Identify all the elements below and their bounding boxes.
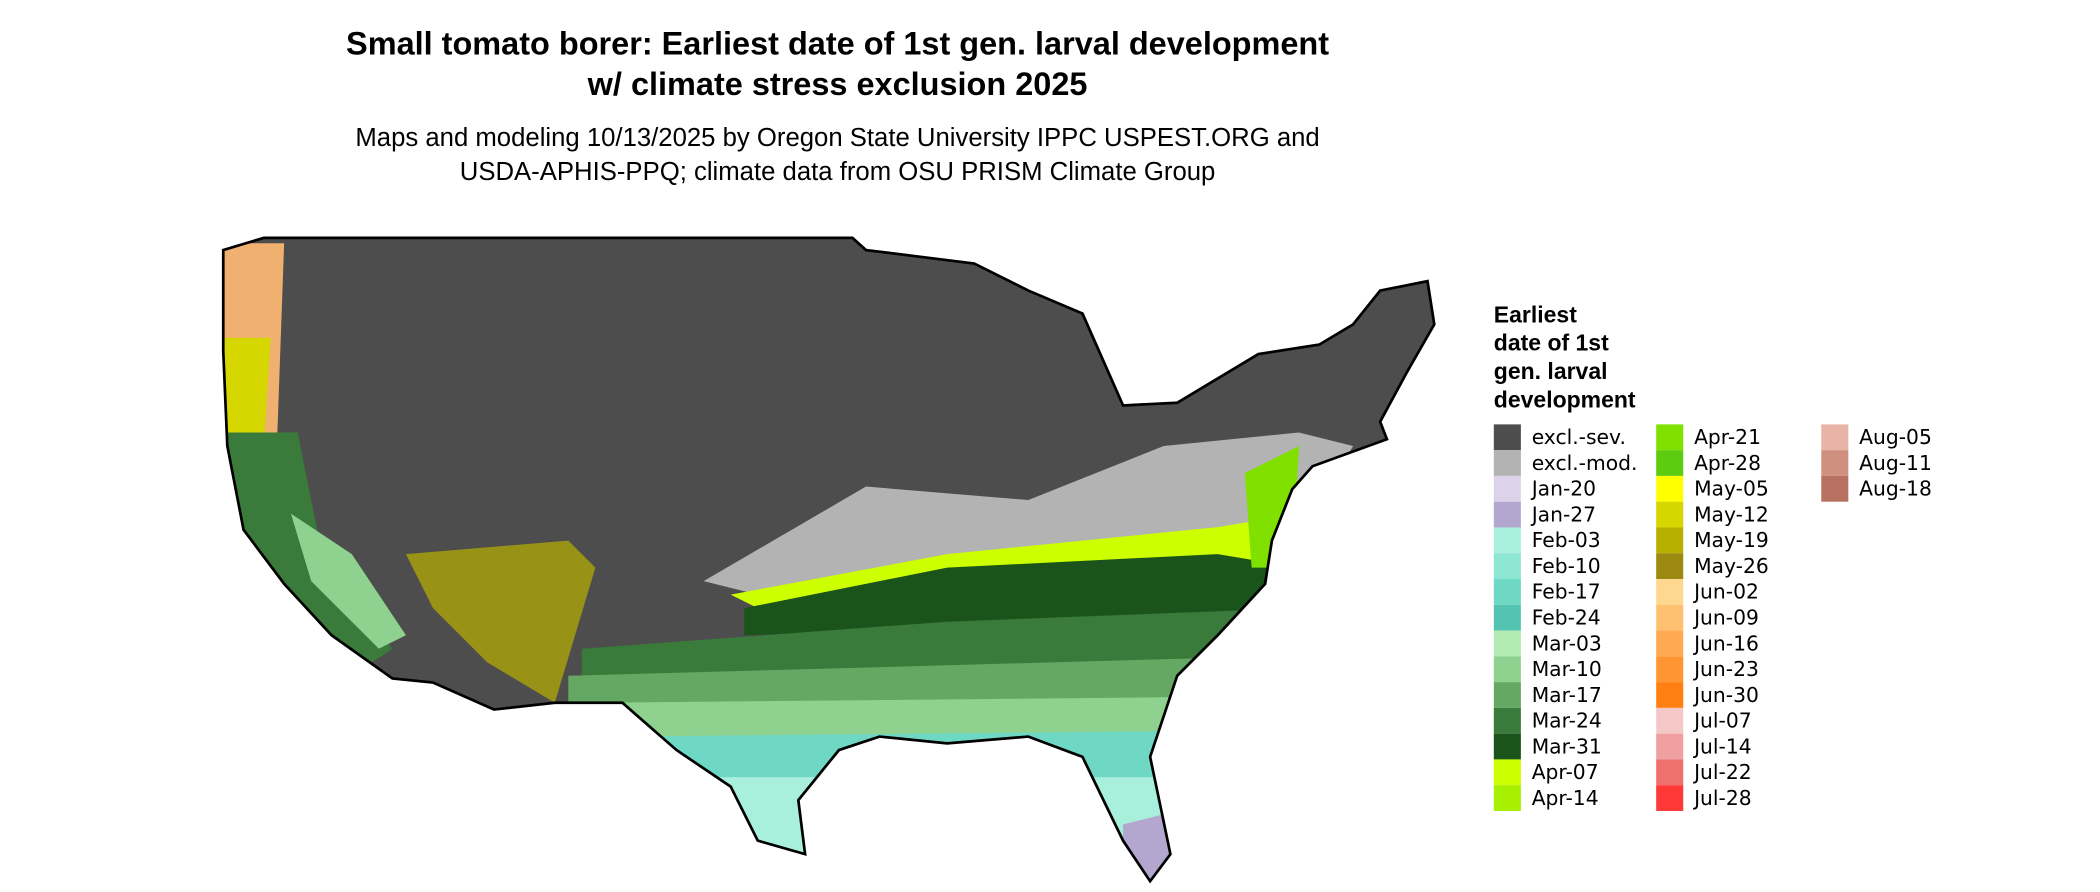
legend-swatch xyxy=(1493,707,1521,734)
legend-swatch xyxy=(1493,450,1521,476)
legend-label: Jun-16 xyxy=(1692,631,1759,655)
legend-swatch xyxy=(1656,707,1684,734)
legend-swatch xyxy=(1493,579,1521,605)
legend-swatch xyxy=(1821,450,1849,476)
legend-title: development xyxy=(1494,386,1636,412)
legend-title: gen. larval xyxy=(1494,358,1608,384)
legend-label: Mar-10 xyxy=(1532,657,1602,681)
legend-label: Mar-31 xyxy=(1532,734,1602,758)
legend-label: May-26 xyxy=(1694,554,1769,578)
legend-swatch xyxy=(1493,475,1521,502)
legend-label: Jun-23 xyxy=(1692,657,1759,681)
legend-swatch xyxy=(1656,630,1684,657)
subtitle-line: Maps and modeling 10/13/2025 by Oregon S… xyxy=(355,124,1319,152)
legend-label: Jan-20 xyxy=(1530,477,1596,501)
legend-swatch xyxy=(1493,604,1521,631)
legend-label: excl.-mod. xyxy=(1532,451,1638,475)
legend-swatch xyxy=(1493,759,1521,786)
legend-swatch xyxy=(1656,579,1684,605)
legend-label: Jul-28 xyxy=(1692,786,1752,810)
map xyxy=(223,237,1435,882)
title-line: w/ climate stress exclusion 2025 xyxy=(587,66,1088,102)
legend-label: Apr-07 xyxy=(1532,760,1599,784)
legend-swatch xyxy=(1656,475,1684,502)
legend-swatch xyxy=(1493,630,1521,657)
legend-swatch xyxy=(1493,424,1521,451)
legend-swatch xyxy=(1821,475,1849,502)
legend-swatch xyxy=(1656,759,1684,786)
legend-swatch xyxy=(1656,501,1684,528)
subtitle-line: USDA-APHIS-PPQ; climate data from OSU PR… xyxy=(460,158,1216,186)
legend-swatch xyxy=(1656,450,1684,476)
legend-label: Aug-05 xyxy=(1859,425,1932,449)
legend-label: Jun-09 xyxy=(1692,606,1759,630)
legend-label: Mar-24 xyxy=(1532,709,1602,733)
legend-label: Feb-24 xyxy=(1532,606,1601,630)
legend-swatch xyxy=(1493,553,1521,580)
legend-label: Feb-03 xyxy=(1532,528,1601,552)
legend-label: May-12 xyxy=(1694,502,1769,526)
legend-title: Earliest xyxy=(1494,301,1577,327)
legend-label: Jul-14 xyxy=(1692,734,1752,758)
legend-swatch xyxy=(1656,656,1684,683)
legend-label: excl.-sev. xyxy=(1532,425,1626,449)
legend-swatch xyxy=(1493,733,1521,760)
legend-swatch xyxy=(1493,501,1521,528)
legend-swatch xyxy=(1656,785,1684,811)
legend-swatch xyxy=(1821,424,1849,451)
legend-label: Jun-30 xyxy=(1692,683,1759,707)
legend-swatch xyxy=(1656,553,1684,580)
legend-label: Apr-21 xyxy=(1694,425,1761,449)
legend-label: Mar-17 xyxy=(1532,683,1602,707)
legend-swatch xyxy=(1656,733,1684,760)
legend-swatch xyxy=(1656,682,1684,708)
legend-label: Apr-28 xyxy=(1694,451,1761,475)
legend-title: date of 1st xyxy=(1494,330,1609,356)
legend-swatch xyxy=(1493,527,1521,554)
legend-label: Aug-11 xyxy=(1859,451,1932,475)
header: Small tomato borer: Earliest date of 1st… xyxy=(346,26,1329,186)
legend-swatch xyxy=(1656,527,1684,554)
legend-swatch xyxy=(1656,604,1684,631)
legend-label: Mar-03 xyxy=(1532,631,1602,655)
legend-label: Jan-27 xyxy=(1530,502,1596,526)
legend-label: Feb-10 xyxy=(1532,554,1601,578)
legend-label: Jul-22 xyxy=(1692,760,1752,784)
legend-swatch xyxy=(1493,682,1521,708)
legend-label: May-19 xyxy=(1694,528,1769,552)
legend-label: Apr-14 xyxy=(1532,786,1599,810)
title-line: Small tomato borer: Earliest date of 1st… xyxy=(346,26,1329,62)
legend-swatch xyxy=(1493,656,1521,683)
legend-swatch xyxy=(1493,785,1521,811)
legend-label: May-05 xyxy=(1694,477,1769,501)
legend-label: Feb-17 xyxy=(1532,580,1601,604)
legend-label: Jul-07 xyxy=(1692,709,1752,733)
legend-label: Jun-02 xyxy=(1692,580,1759,604)
legend-swatch xyxy=(1656,424,1684,451)
legend-label: Aug-18 xyxy=(1859,477,1932,501)
